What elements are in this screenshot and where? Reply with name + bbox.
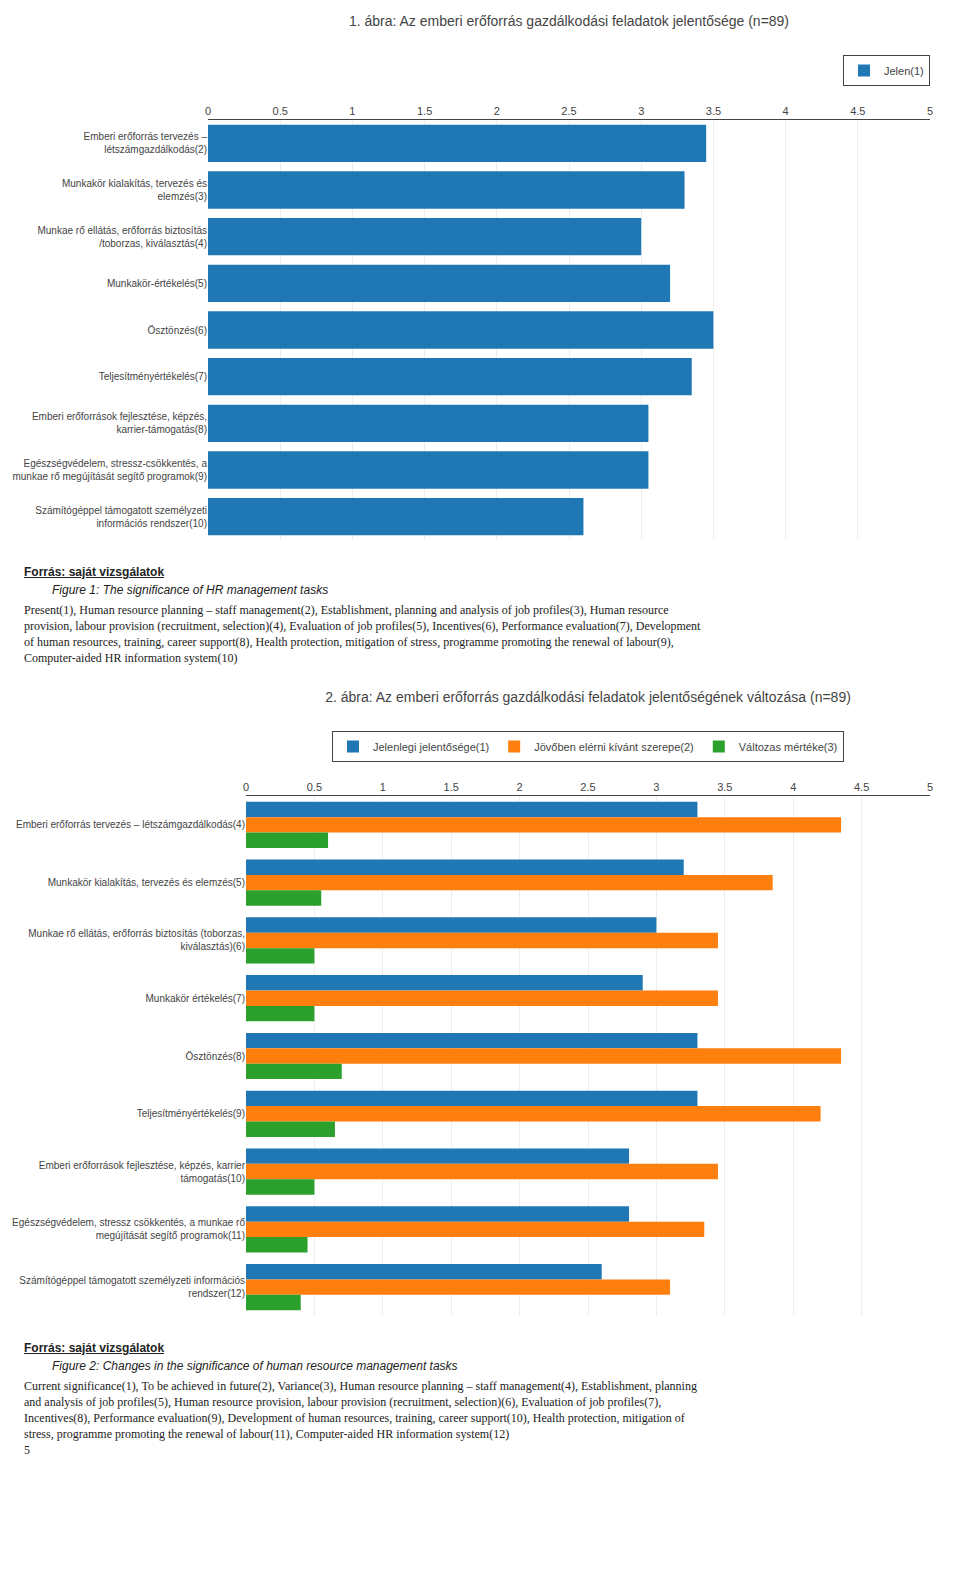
svg-text:Számítógéppel támogatott szemé: Számítógéppel támogatott személyzetiinfo… [35,505,207,529]
html-text:Current significance(1), To be: Current significance(1), To be achieved … [24,1379,697,1393]
html-text:Present(1), Human resource pla: Present(1), Human resource planning – st… [24,603,669,617]
svg-text:3.5: 3.5 [706,105,721,117]
svg-text:0.5: 0.5 [307,781,322,793]
svg-text:1.5: 1.5 [417,105,432,117]
svg-text:Munkakör kialakítás, tervezés: Munkakör kialakítás, tervezés és elemzés… [48,877,245,888]
svg-text:4: 4 [790,781,796,793]
svg-text:2. ábra: Az emberi erőforrás g: 2. ábra: Az emberi erőforrás gazdálkodás… [325,689,851,705]
svg-text:Egészségvédelem, stressz-csökk: Egészségvédelem, stressz-csökkentés, amu… [12,458,207,482]
svg-text:1.5: 1.5 [444,781,459,793]
svg-text:Emberi erőforrás tervezés – lé: Emberi erőforrás tervezés – létszámgazdá… [16,819,245,830]
svg-text:Munkakör értékelés(7): Munkakör értékelés(7) [146,993,245,1004]
svg-text:4: 4 [783,105,789,117]
svg-text:Emberi erőforrások fejlesztése: Emberi erőforrások fejlesztése, képzés, … [39,1160,246,1184]
html-text:stress, programme promoting th: stress, programme promoting the renewal … [24,1427,510,1441]
svg-text:Munkakör kialakítás, tervezés: Munkakör kialakítás, tervezés éselemzés(… [62,178,207,202]
svg-text:Jövőben elérni kívánt szerepe(: Jövőben elérni kívánt szerepe(2) [534,741,694,753]
svg-text:1. ábra: Az emberi erőforrás g: 1. ábra: Az emberi erőforrás gazdálkodás… [349,13,789,29]
svg-text:1: 1 [380,781,386,793]
svg-text:Munkae rő ellátás, erőforrás b: Munkae rő ellátás, erőforrás biztosítás … [28,928,245,952]
svg-text:0.5: 0.5 [273,105,288,117]
html-text:and analysis of job profiles(5: and analysis of job profiles(5), Human r… [24,1395,662,1409]
svg-text:2.5: 2.5 [580,781,595,793]
svg-text:2: 2 [494,105,500,117]
svg-text:Jelen(1): Jelen(1) [884,65,924,77]
svg-text:Változas mértéke(3): Változas mértéke(3) [739,741,837,753]
svg-text:4.5: 4.5 [850,105,865,117]
svg-text:5: 5 [927,105,933,117]
svg-text:Emberi erőforrás tervezés –lét: Emberi erőforrás tervezés –létszámgazdál… [84,131,208,155]
svg-text:Teljesítményértékelés(9): Teljesítményértékelés(9) [137,1108,245,1119]
html-text:Forrás: saját vizsgálatok: Forrás: saját vizsgálatok [24,565,165,579]
svg-text:3: 3 [638,105,644,117]
html-text:5: 5 [24,1443,30,1457]
html-text:Incentives(8), Performance eva: Incentives(8), Performance evaluation(9)… [24,1411,685,1425]
svg-text:Egészségvédelem, stressz csökk: Egészségvédelem, stressz csökkentés, a m… [12,1217,245,1241]
html-text:Computer-aided HR information: Computer-aided HR information system(10) [24,651,238,665]
svg-text:0: 0 [243,781,249,793]
svg-text:Teljesítményértékelés(7): Teljesítményértékelés(7) [99,371,207,382]
html-text:Figure 2: Changes in the signi: Figure 2: Changes in the significance of… [52,1359,458,1373]
html-text:Forrás: saját vizsgálatok: Forrás: saját vizsgálatok [24,1341,165,1355]
svg-text:0: 0 [205,105,211,117]
svg-text:Munkae rő ellátás, erőforrás b: Munkae rő ellátás, erőforrás biztosítás/… [37,225,207,249]
svg-text:Munkakör-értékelés(5): Munkakör-értékelés(5) [107,278,207,289]
svg-text:Ösztönzés(8): Ösztönzés(8) [186,1051,245,1062]
html-text:provision, labour provision (r: provision, labour provision (recruitment… [24,619,701,633]
svg-text:4.5: 4.5 [854,781,869,793]
svg-text:Ösztönzés(6): Ösztönzés(6) [148,325,207,336]
svg-text:2: 2 [517,781,523,793]
svg-text:Jelenlegi jelentősége(1): Jelenlegi jelentősége(1) [373,741,489,753]
html-text:of human resources, training,: of human resources, training, career sup… [24,635,674,649]
svg-text:3: 3 [653,781,659,793]
html-text:Figure 1: The significance of: Figure 1: The significance of HR managem… [52,583,329,597]
svg-text:Számítógéppel támogatott szemé: Számítógéppel támogatott személyzeti inf… [19,1275,245,1299]
svg-text:1: 1 [349,105,355,117]
svg-text:Emberi erőforrások fejlesztése: Emberi erőforrások fejlesztése, képzés,k… [32,411,207,435]
svg-text:2.5: 2.5 [561,105,576,117]
svg-text:5: 5 [927,781,933,793]
svg-text:3.5: 3.5 [717,781,732,793]
